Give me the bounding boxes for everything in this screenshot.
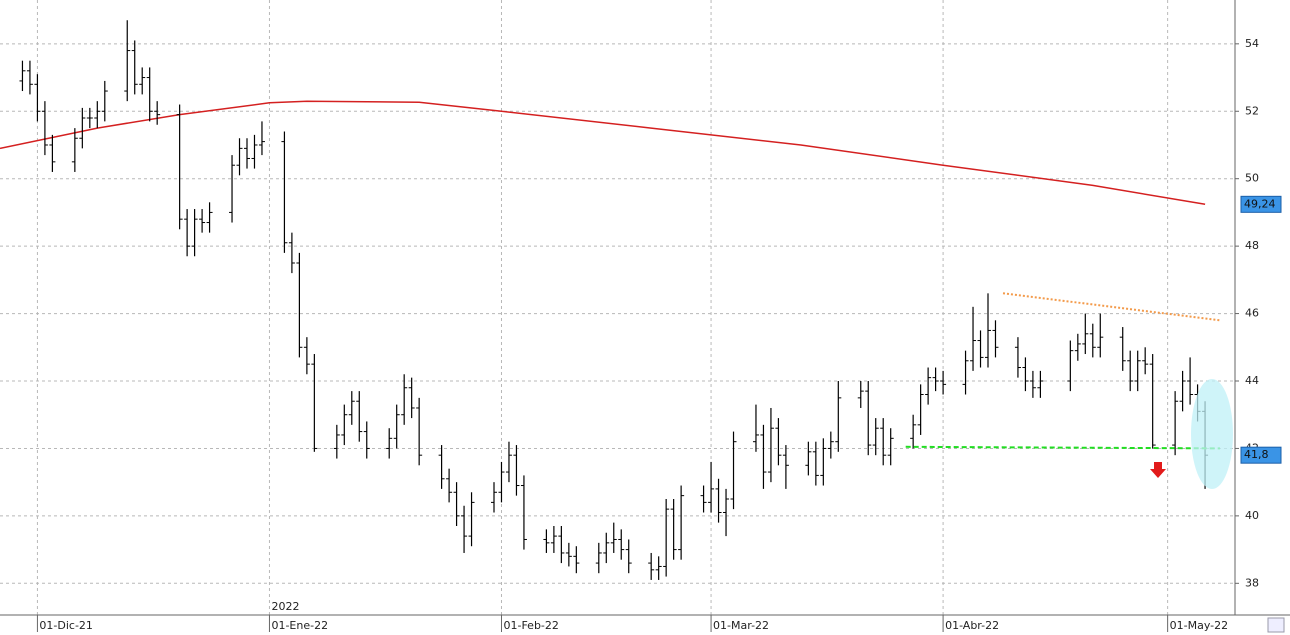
- y-tick-label: 52: [1245, 104, 1259, 117]
- y-tick-label: 48: [1245, 239, 1259, 252]
- price-marker-box: [1240, 195, 1282, 213]
- labels: 38404244464850525401-Dic-2101-Ene-2201-F…: [36, 37, 1282, 632]
- x-tick-label: 01-Abr-22: [945, 619, 999, 632]
- price-marker-label: 41,8: [1244, 448, 1269, 461]
- price-marker-label: 49,24: [1244, 197, 1276, 210]
- trendline: [1002, 292, 1221, 322]
- year-label: 2022: [271, 600, 299, 613]
- price-marker-box: [1240, 446, 1282, 464]
- x-tick-label: 01-Feb-22: [503, 619, 558, 632]
- x-tick-label: 01-Mar-22: [713, 619, 769, 632]
- y-tick-label: 44: [1245, 374, 1259, 387]
- x-tick-label: 01-May-22: [1170, 619, 1228, 632]
- highlight-ellipse: [1191, 379, 1233, 489]
- y-tick-label: 46: [1245, 307, 1259, 320]
- x-tick-label: 01-Ene-22: [271, 619, 328, 632]
- trendline: [905, 445, 1221, 450]
- y-tick-label: 54: [1245, 37, 1259, 50]
- x-tick-label: 01-Dic-21: [39, 619, 93, 632]
- y-tick-label: 50: [1245, 172, 1259, 185]
- y-tick-label: 40: [1245, 509, 1259, 522]
- corner-icon[interactable]: [1267, 617, 1285, 633]
- moving-average: [0, 100, 1206, 206]
- down-arrow: [1150, 462, 1166, 478]
- plot: [0, 20, 1221, 580]
- y-tick-label: 38: [1245, 576, 1259, 589]
